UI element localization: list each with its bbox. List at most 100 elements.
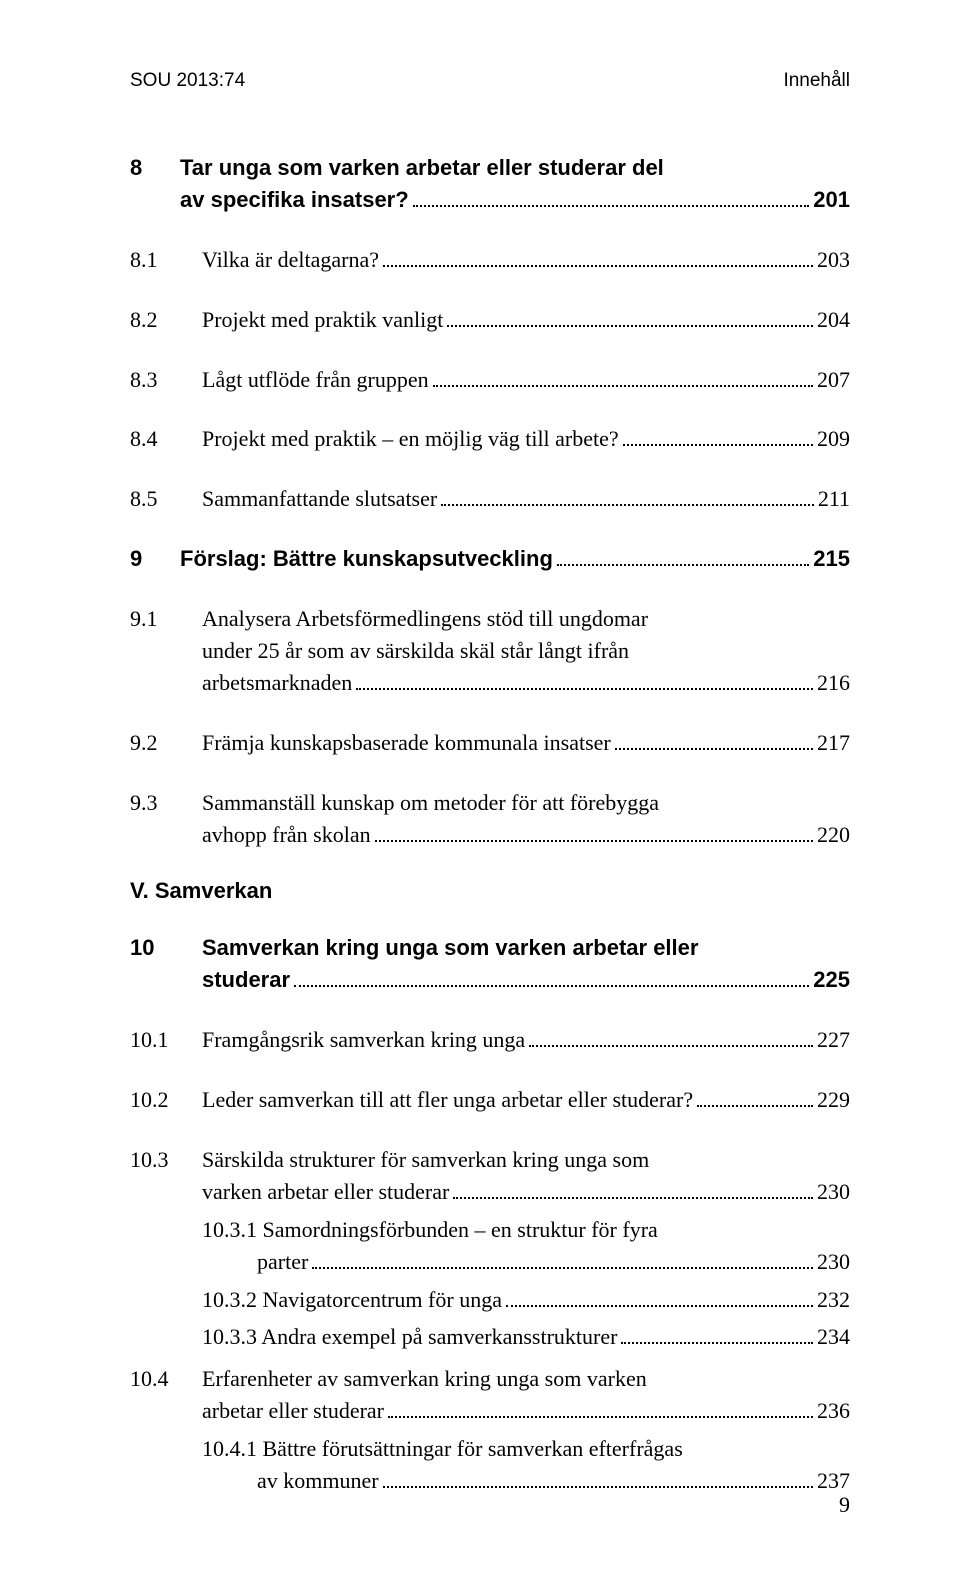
toc-text: Sammanställ kunskap om metoder för att f…: [202, 787, 659, 819]
toc-group: 10Samverkan kring unga som varken arbeta…: [130, 932, 850, 996]
toc-leader: [294, 985, 809, 987]
toc-subentry: 10.3.3 Andra exempel på samverkansstrukt…: [130, 1321, 850, 1353]
toc-text: Erfarenheter av samverkan kring unga som…: [202, 1363, 647, 1395]
toc-page: 230: [817, 1246, 850, 1278]
toc-text-wrap: 10.4.1 Bättre förutsättningar för samver…: [202, 1433, 850, 1497]
table-of-contents: 8Tar unga som varken arbetar eller stude…: [130, 152, 850, 1497]
toc-entry: 10Samverkan kring unga som varken arbeta…: [130, 932, 850, 996]
toc-number: 9.1: [130, 603, 202, 635]
toc-group: 8.5Sammanfattande slutsatser211: [130, 483, 850, 515]
toc-group: 9.3Sammanställ kunskap om metoder för at…: [130, 787, 850, 851]
toc-text: Främja kunskapsbaserade kommunala insats…: [202, 727, 611, 759]
toc-text-wrap: Analysera Arbetsförmedlingens stöd till …: [202, 603, 850, 699]
toc-leader: [441, 504, 814, 506]
toc-entry: 9.1Analysera Arbetsförmedlingens stöd ti…: [130, 603, 850, 699]
toc-entry: 9Förslag: Bättre kunskapsutveckling215: [130, 543, 850, 575]
toc-text: Tar unga som varken arbetar eller studer…: [180, 152, 664, 184]
toc-page: 236: [817, 1395, 850, 1427]
toc-entry: 9.2Främja kunskapsbaserade kommunala ins…: [130, 727, 850, 759]
toc-text-wrap: Sammanfattande slutsatser211: [202, 483, 850, 515]
toc-text: Särskilda strukturer för samverkan kring…: [202, 1144, 649, 1176]
toc-leader: [615, 748, 813, 750]
toc-entry: 8.1Vilka är deltagarna?203: [130, 244, 850, 276]
toc-entry: 8.3Lågt utflöde från gruppen207: [130, 364, 850, 396]
toc-page: 232: [817, 1284, 850, 1316]
toc-text-wrap: Erfarenheter av samverkan kring unga som…: [202, 1363, 850, 1427]
toc-number: 8.1: [130, 244, 202, 276]
toc-leader: [413, 205, 810, 207]
toc-entry: 10.1Framgångsrik samverkan kring unga227: [130, 1024, 850, 1056]
toc-text-wrap: Främja kunskapsbaserade kommunala insats…: [202, 727, 850, 759]
toc-page: 201: [813, 184, 850, 216]
toc-group: 10.2Leder samverkan till att fler unga a…: [130, 1084, 850, 1116]
toc-page: 204: [817, 304, 850, 336]
toc-text-row: av specifika insatser?201: [180, 184, 850, 216]
toc-text-wrap: 10.3.1 Samordningsförbunden – en struktu…: [202, 1214, 850, 1278]
toc-text-row: varken arbetar eller studerar230: [202, 1176, 850, 1208]
toc-text: Sammanfattande slutsatser: [202, 483, 437, 515]
toc-entry: 8Tar unga som varken arbetar eller stude…: [130, 152, 850, 216]
toc-text-row: Sammanställ kunskap om metoder för att f…: [202, 787, 850, 819]
toc-leader: [312, 1267, 813, 1269]
toc-text-row: Projekt med praktik – en möjlig väg till…: [202, 423, 850, 455]
toc-text-row: 10.4.1 Bättre förutsättningar för samver…: [202, 1433, 850, 1465]
toc-text-row: under 25 år som av särskilda skäl står l…: [202, 635, 850, 667]
toc-subentry: 10.4.1 Bättre förutsättningar för samver…: [130, 1433, 850, 1497]
toc-leader: [388, 1416, 813, 1418]
toc-number: 10: [130, 932, 202, 964]
toc-text-row: avhopp från skolan220: [202, 819, 850, 851]
toc-text: Leder samverkan till att fler unga arbet…: [202, 1084, 693, 1116]
toc-page: 230: [817, 1176, 850, 1208]
toc-text-wrap: 10.3.2 Navigatorcentrum för unga232: [202, 1284, 850, 1316]
toc-leader: [433, 385, 813, 387]
toc-text: Projekt med praktik – en möjlig väg till…: [202, 423, 619, 455]
toc-number: 10.4: [130, 1363, 202, 1395]
toc-text-row: Vilka är deltagarna?203: [202, 244, 850, 276]
toc-page: 234: [817, 1321, 850, 1353]
toc-group: 8.4Projekt med praktik – en möjlig väg t…: [130, 423, 850, 455]
toc-text-wrap: Sammanställ kunskap om metoder för att f…: [202, 787, 850, 851]
toc-text-row: Lågt utflöde från gruppen207: [202, 364, 850, 396]
toc-leader: [697, 1105, 813, 1107]
toc-text: Samverkan kring unga som varken arbetar …: [202, 932, 698, 964]
toc-text: studerar: [202, 964, 290, 996]
toc-text: 10.3.1 Samordningsförbunden – en struktu…: [202, 1214, 658, 1246]
toc-text-row: Främja kunskapsbaserade kommunala insats…: [202, 727, 850, 759]
toc-text-row: arbetsmarknaden216: [202, 667, 850, 699]
toc-subentry: 10.3.2 Navigatorcentrum för unga232: [130, 1284, 850, 1316]
toc-entry: 8.2Projekt med praktik vanligt204: [130, 304, 850, 336]
toc-text-row: parter 230: [202, 1246, 850, 1278]
toc-leader: [356, 688, 813, 690]
toc-text: Analysera Arbetsförmedlingens stöd till …: [202, 603, 648, 635]
toc-text: Vilka är deltagarna?: [202, 244, 379, 276]
toc-number: 10.3: [130, 1144, 202, 1176]
toc-page: 209: [817, 423, 850, 455]
toc-leader: [447, 325, 813, 327]
toc-number: 10.1: [130, 1024, 202, 1056]
header-left: SOU 2013:74: [130, 70, 245, 92]
toc-text-wrap: Förslag: Bättre kunskapsutveckling215: [180, 543, 850, 575]
toc-group: 9.1Analysera Arbetsförmedlingens stöd ti…: [130, 603, 850, 699]
toc-text-row: Samverkan kring unga som varken arbetar …: [202, 932, 850, 964]
toc-page: 220: [817, 819, 850, 851]
toc-number: 9: [130, 543, 180, 575]
toc-number: 8.2: [130, 304, 202, 336]
toc-text-wrap: Särskilda strukturer för samverkan kring…: [202, 1144, 850, 1208]
toc-subentry: 10.3.1 Samordningsförbunden – en struktu…: [130, 1214, 850, 1278]
toc-text-row: Analysera Arbetsförmedlingens stöd till …: [202, 603, 850, 635]
toc-text: parter: [202, 1246, 308, 1278]
toc-page: 216: [817, 667, 850, 699]
toc-number: 10.2: [130, 1084, 202, 1116]
toc-group: 9Förslag: Bättre kunskapsutveckling215: [130, 543, 850, 575]
toc-text-wrap: Lågt utflöde från gruppen207: [202, 364, 850, 396]
toc-text-row: arbetar eller studerar236: [202, 1395, 850, 1427]
toc-number: 8.4: [130, 423, 202, 455]
toc-group: 10.3Särskilda strukturer för samverkan k…: [130, 1144, 850, 1353]
toc-page: 215: [813, 543, 850, 575]
toc-text-wrap: Vilka är deltagarna?203: [202, 244, 850, 276]
toc-group: 8.3Lågt utflöde från gruppen207: [130, 364, 850, 396]
toc-group: 8Tar unga som varken arbetar eller stude…: [130, 152, 850, 216]
toc-text: under 25 år som av särskilda skäl står l…: [202, 635, 629, 667]
toc-leader: [621, 1342, 813, 1344]
toc-text-row: Framgångsrik samverkan kring unga227: [202, 1024, 850, 1056]
